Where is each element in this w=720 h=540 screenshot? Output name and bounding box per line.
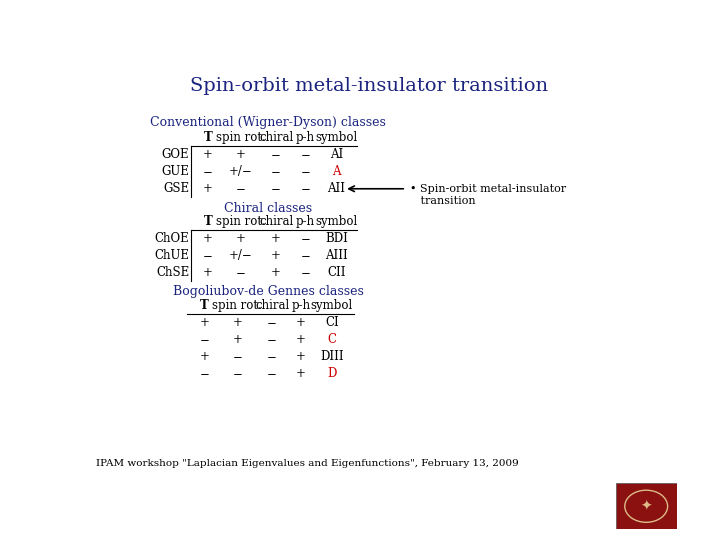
Text: −: − (300, 249, 310, 262)
Text: T: T (200, 299, 209, 312)
Text: chiral: chiral (259, 215, 293, 228)
Text: +: + (203, 183, 212, 195)
Text: +: + (233, 333, 242, 346)
Text: +: + (271, 266, 281, 279)
Text: −: − (271, 183, 281, 195)
Text: +: + (296, 350, 306, 363)
Text: CII: CII (327, 266, 346, 279)
Text: +: + (199, 350, 210, 363)
Text: BDI: BDI (325, 232, 348, 245)
Text: −: − (300, 266, 310, 279)
Text: −: − (233, 367, 242, 380)
Text: p-h: p-h (296, 131, 315, 145)
Text: CI: CI (325, 316, 338, 329)
Text: −: − (199, 367, 210, 380)
Text: −: − (267, 367, 277, 380)
Text: Conventional (Wigner-Dyson) classes: Conventional (Wigner-Dyson) classes (150, 116, 386, 129)
Text: +: + (236, 232, 246, 245)
Text: +: + (296, 316, 306, 329)
Text: −: − (236, 183, 246, 195)
Text: p-h: p-h (296, 215, 315, 228)
Text: +: + (271, 232, 281, 245)
Text: −: − (199, 333, 210, 346)
Text: +: + (271, 249, 281, 262)
Text: −: − (203, 249, 212, 262)
Text: −: − (267, 316, 277, 329)
Text: −: − (300, 165, 310, 178)
Text: ✦: ✦ (640, 500, 652, 513)
Text: −: − (300, 183, 310, 195)
Text: IPAM workshop "Laplacian Eigenvalues and Eigenfunctions", February 13, 2009: IPAM workshop "Laplacian Eigenvalues and… (96, 459, 518, 468)
Text: chiral: chiral (259, 131, 293, 145)
Text: +: + (199, 316, 210, 329)
Text: GSE: GSE (163, 183, 189, 195)
Text: −: − (300, 232, 310, 245)
Text: T: T (204, 131, 212, 145)
Text: p-h: p-h (291, 299, 310, 312)
Text: DIII: DIII (320, 350, 343, 363)
Text: +: + (296, 367, 306, 380)
Text: symbol: symbol (315, 215, 358, 228)
Text: spin rot.: spin rot. (216, 215, 266, 228)
Text: spin rot.: spin rot. (216, 131, 266, 145)
Text: +/−: +/− (229, 165, 253, 178)
Text: −: − (233, 350, 242, 363)
Text: −: − (236, 266, 246, 279)
Text: ChSE: ChSE (156, 266, 189, 279)
Text: AI: AI (330, 148, 343, 161)
Text: −: − (300, 148, 310, 161)
Text: +: + (203, 232, 212, 245)
Text: GUE: GUE (161, 165, 189, 178)
Text: +: + (203, 148, 212, 161)
Text: +: + (233, 316, 242, 329)
Text: T: T (204, 215, 212, 228)
Text: AIII: AIII (325, 249, 348, 262)
Text: −: − (203, 165, 212, 178)
Text: symbol: symbol (310, 299, 353, 312)
Text: −: − (267, 333, 277, 346)
Text: Spin-orbit metal-insulator transition: Spin-orbit metal-insulator transition (190, 77, 548, 96)
Text: GOE: GOE (161, 148, 189, 161)
Text: Bogoliubov-de Gennes classes: Bogoliubov-de Gennes classes (173, 286, 364, 299)
Text: D: D (327, 367, 336, 380)
Text: A: A (332, 165, 341, 178)
Text: chiral: chiral (255, 299, 289, 312)
Text: ChOE: ChOE (155, 232, 189, 245)
Text: AII: AII (328, 183, 346, 195)
Text: Chiral classes: Chiral classes (224, 201, 312, 214)
Text: +: + (296, 333, 306, 346)
Text: ChUE: ChUE (154, 249, 189, 262)
Text: • Spin-orbit metal-insulator
   transition: • Spin-orbit metal-insulator transition (410, 184, 566, 206)
Text: −: − (267, 350, 277, 363)
Text: −: − (271, 165, 281, 178)
Text: spin rot.: spin rot. (212, 299, 262, 312)
Text: +/−: +/− (229, 249, 253, 262)
Text: C: C (328, 333, 336, 346)
Text: −: − (271, 148, 281, 161)
Text: +: + (236, 148, 246, 161)
Text: +: + (203, 266, 212, 279)
Text: symbol: symbol (315, 131, 358, 145)
